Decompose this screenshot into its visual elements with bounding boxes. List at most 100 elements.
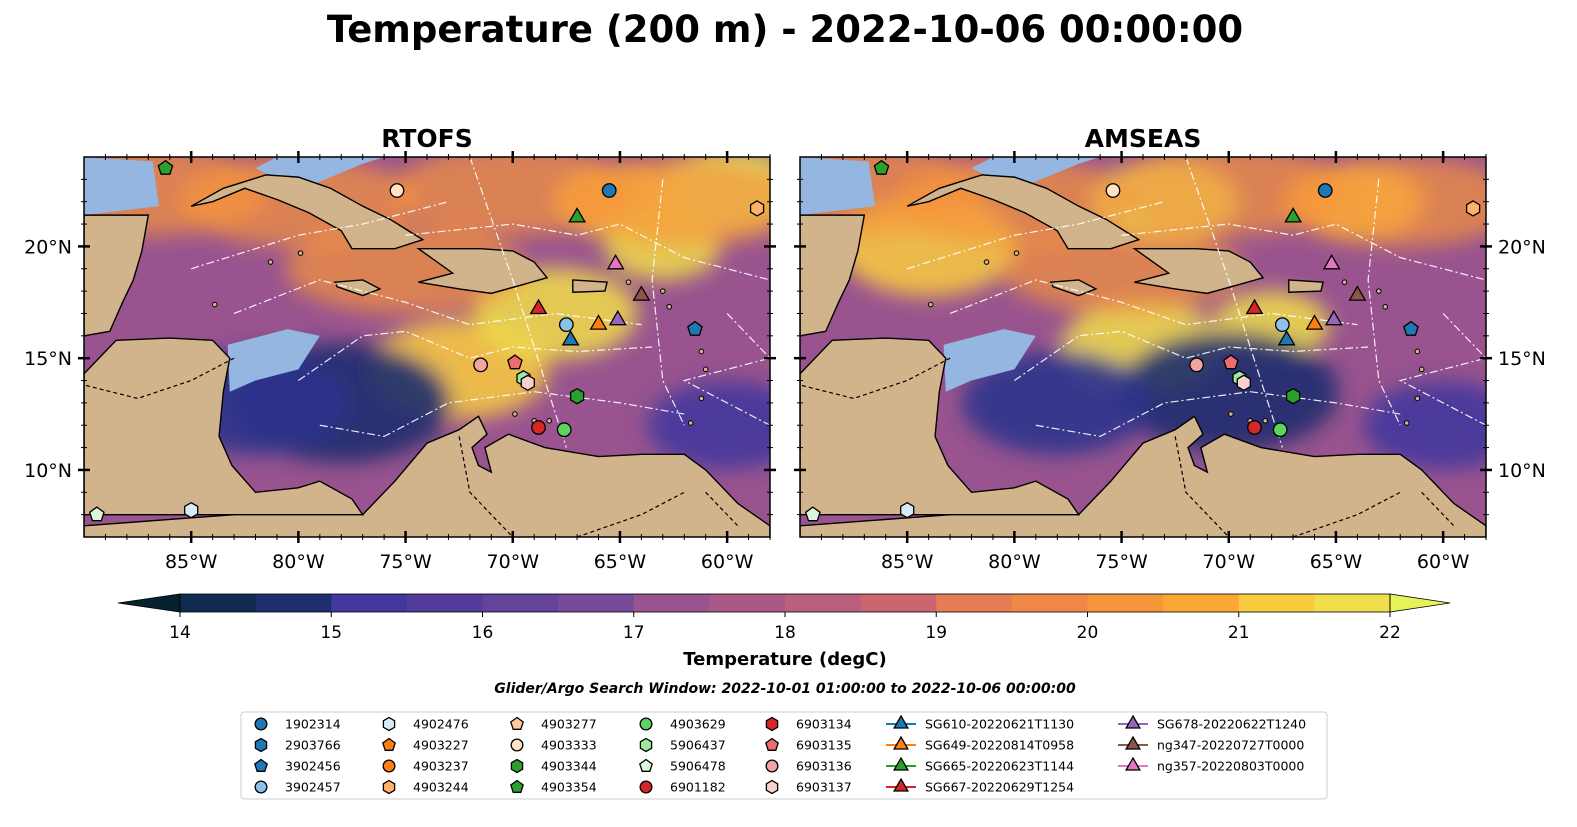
island (1262, 417, 1268, 424)
platform-marker-4903333 (1105, 183, 1121, 198)
colorbar-tick-label: 22 (1379, 623, 1401, 643)
legend-label: 4903629 (670, 717, 726, 732)
platform-marker-SG667-20220629T1254 (1245, 298, 1264, 315)
colorbar-tick-label: 14 (169, 623, 191, 643)
legend-entry: 4903277 (510, 716, 597, 732)
island (297, 250, 304, 256)
legend-entry: 6903136 (765, 759, 852, 774)
eez-boundary (1014, 330, 1369, 382)
platform-marker-ng357-20220803T0000 (606, 253, 625, 270)
platform-marker-5906478 (804, 506, 821, 522)
legend-entry: SG610-20220621T1130 (886, 714, 1074, 732)
legend-label: SG649-20220814T0958 (925, 738, 1074, 753)
colorbar-segment (1011, 594, 1088, 612)
legend-label: 4903277 (541, 717, 597, 732)
island (1013, 250, 1020, 256)
colorbar-segment (255, 594, 332, 612)
legend-marker (510, 758, 524, 774)
platform-marker-3902457 (1274, 317, 1290, 333)
legend-marker (382, 737, 396, 751)
legend-entry: 3902456 (254, 758, 341, 774)
country-border (1421, 491, 1455, 527)
lon-tick-label: 80°W (988, 551, 1041, 573)
legend-label: 2903766 (285, 738, 341, 753)
colorbar-tick-label: 19 (925, 623, 947, 643)
legend-label: 6903136 (796, 759, 852, 774)
landmass-sam (84, 415, 770, 537)
eez-boundary (682, 313, 770, 426)
eez-boundary (949, 279, 1358, 326)
colorbar-segment (331, 594, 408, 612)
platform-marker-ng347-20220727T0000 (1348, 285, 1367, 301)
platform-marker-6903136 (1189, 357, 1204, 373)
landmass-cam2 (800, 337, 1081, 516)
warm-band (1280, 157, 1486, 247)
colorbar-segment (1087, 594, 1164, 612)
platform-marker-SG649-20220814T0958 (589, 314, 608, 330)
legend-marker (639, 758, 653, 772)
island (625, 279, 632, 285)
cold-anomaly (647, 381, 770, 470)
platform-marker-4902476 (900, 501, 915, 519)
legend-label: SG665-20220623T1144 (925, 759, 1074, 774)
landmass-jam (333, 279, 382, 297)
island (698, 348, 705, 355)
platform-marker-3902456 (1403, 320, 1419, 336)
platform-marker-6903136 (473, 357, 488, 373)
platform-marker-6903135 (1223, 354, 1239, 370)
platform-marker-3902457 (558, 317, 574, 333)
platform-marker-4903629 (1272, 422, 1288, 438)
colorbar-segment (1163, 594, 1240, 612)
platform-marker-4903354 (157, 159, 174, 175)
landmass-pr (1288, 279, 1324, 293)
legend-entry: SG667-20220629T1254 (886, 777, 1074, 795)
legend-marker (892, 777, 910, 792)
colorbar-tick-label: 20 (1077, 623, 1099, 643)
shelf-water (800, 157, 876, 216)
colorbar-segment (406, 594, 483, 612)
island (666, 303, 673, 310)
eez-boundary (1367, 179, 1401, 426)
colorbar-segment (785, 594, 862, 612)
legend-marker (254, 780, 268, 794)
legend-label: 6903135 (796, 738, 852, 753)
colorbar-segment (1314, 594, 1391, 612)
lon-tick-label: 65°W (1310, 551, 1363, 573)
country-border (84, 357, 235, 400)
island (1414, 395, 1421, 402)
legend-entry: 4903333 (510, 738, 597, 753)
colorbar-segment (558, 594, 635, 612)
colorbar-tick-label: 18 (774, 623, 796, 643)
platform-marker-4903344 (1285, 387, 1301, 405)
shelf-water (84, 157, 160, 216)
colorbar-segment (936, 594, 1013, 612)
colorbar-tick-label: 16 (472, 623, 494, 643)
platform-marker-4902476 (184, 501, 199, 519)
legend-marker (254, 758, 268, 772)
platform-marker-4903333 (389, 183, 405, 198)
legend-entry: 6901182 (639, 780, 726, 795)
legend-entry: ng357-20220803T0000 (1118, 756, 1304, 774)
landmass-cuba (190, 174, 425, 250)
legend-entry: SG649-20220814T0958 (886, 735, 1074, 753)
platform-marker-4903629 (556, 422, 572, 438)
legend-marker (765, 716, 779, 732)
legend-marker (510, 716, 524, 730)
legend-label: 4903344 (541, 759, 597, 774)
platform-marker-4903354 (873, 159, 890, 175)
colorbar-extend-max (1389, 593, 1451, 613)
island (698, 395, 705, 402)
lon-tick-label: 80°W (272, 551, 325, 573)
island (660, 288, 666, 294)
colorbar-segment (1238, 594, 1315, 612)
legend-entry: SG665-20220623T1144 (886, 756, 1074, 774)
legend-label: 4902476 (413, 717, 469, 732)
legend-marker (254, 717, 268, 731)
island (1418, 366, 1425, 373)
legend-label: 5906437 (670, 738, 726, 753)
lon-tick-label: 65°W (594, 551, 647, 573)
cold-anomaly (962, 350, 1153, 455)
eez-boundary (405, 223, 770, 281)
legend-label: SG610-20220621T1130 (925, 717, 1074, 732)
